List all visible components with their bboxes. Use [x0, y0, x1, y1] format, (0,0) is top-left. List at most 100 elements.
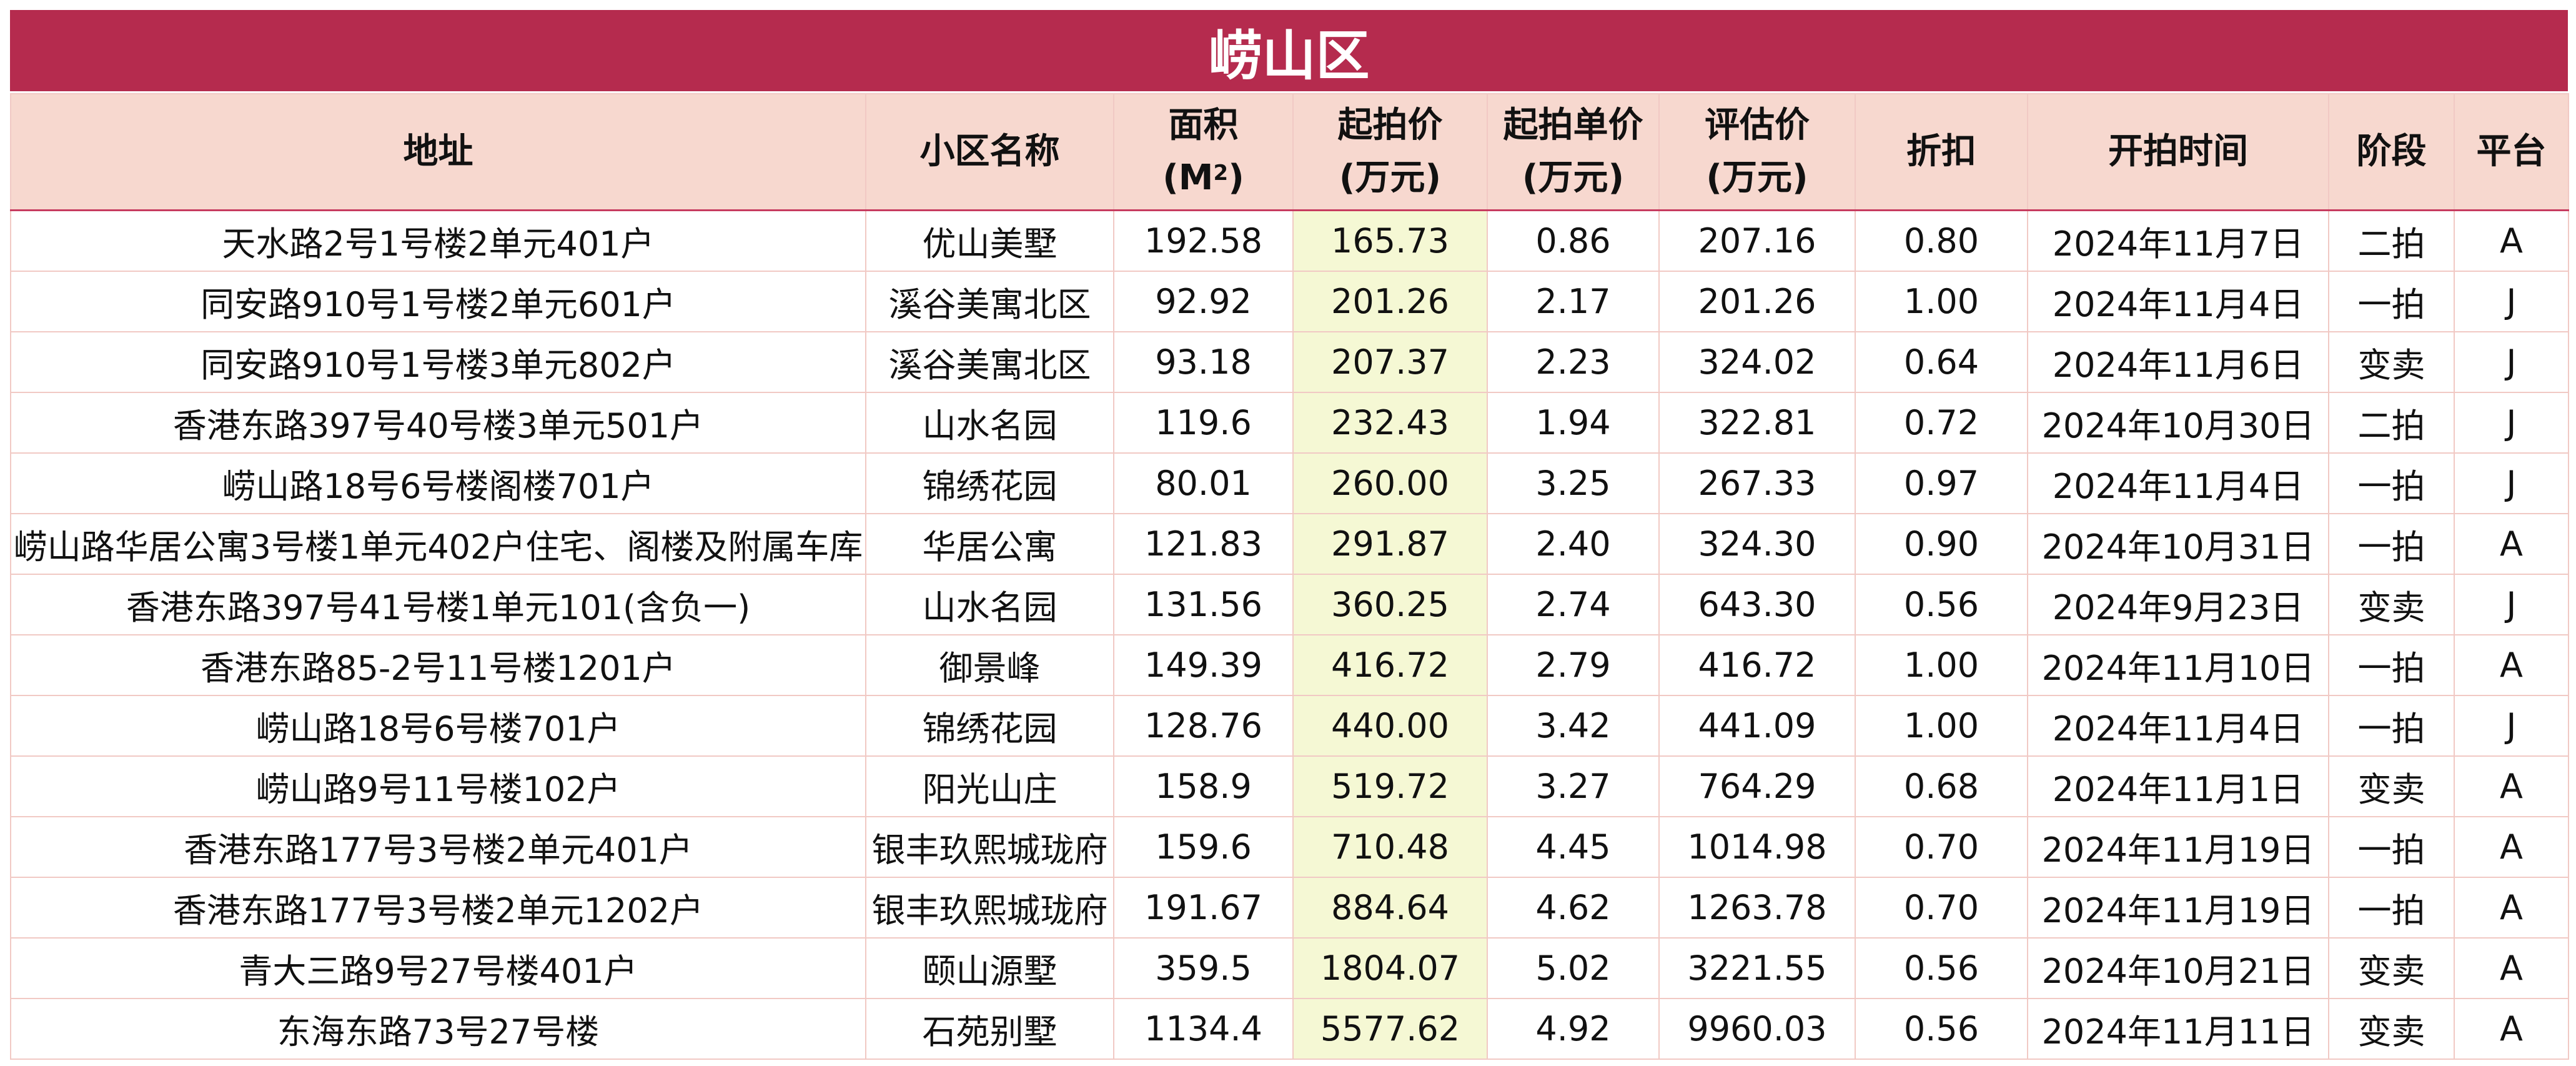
cell-community: 锦绣花园	[865, 695, 1114, 757]
cell-area: 1134.4	[1113, 998, 1294, 1060]
header-auction-time: 开拍时间	[2027, 93, 2329, 211]
cell-platform: A	[2454, 937, 2569, 999]
cell-auction-time: 2024年9月23日	[2027, 574, 2329, 635]
cell-unit-price: 1.94	[1487, 392, 1660, 454]
cell-platform: A	[2454, 209, 2569, 272]
cell-stage: 变卖	[2328, 755, 2455, 817]
cell-community: 溪谷美寓北区	[865, 331, 1114, 393]
cell-address: 崂山路华居公寓3号楼1单元402户住宅、阁楼及附属车库	[10, 513, 866, 575]
cell-community: 山水名园	[865, 392, 1114, 454]
cell-appraisal: 324.30	[1658, 513, 1856, 575]
cell-stage: 变卖	[2328, 998, 2455, 1060]
header-stage: 阶段	[2328, 93, 2455, 211]
cell-discount: 0.80	[1855, 209, 2028, 272]
cell-stage: 一拍	[2328, 816, 2455, 878]
cell-auction-time: 2024年11月4日	[2027, 452, 2329, 514]
cell-platform: A	[2454, 998, 2569, 1060]
cell-area: 121.83	[1113, 513, 1294, 575]
cell-address: 香港东路177号3号楼2单元401户	[10, 816, 866, 878]
table-row: 崂山路18号6号楼阁楼701户 锦绣花园 80.01 260.00 3.25 2…	[10, 452, 2569, 514]
cell-auction-time: 2024年10月21日	[2027, 937, 2329, 999]
cell-area: 128.76	[1113, 695, 1294, 757]
header-appraisal-label: 评估价	[1705, 105, 1810, 146]
cell-stage: 一拍	[2328, 877, 2455, 939]
auction-listing-sheet: 崂山区 地址 小区名称 面积 (M2) 起拍价	[10, 10, 2569, 1060]
cell-auction-time: 2024年11月1日	[2027, 755, 2329, 817]
cell-platform: A	[2454, 816, 2569, 878]
cell-platform: J	[2454, 271, 2569, 332]
header-area-unit-open: (M	[1162, 157, 1214, 198]
cell-start-price: 360.25	[1292, 574, 1488, 635]
table-row: 香港东路397号40号楼3单元501户 山水名园 119.6 232.43 1.…	[10, 392, 2569, 454]
table-row: 崂山路9号11号楼102户 阳光山庄 158.9 519.72 3.27 764…	[10, 755, 2569, 817]
cell-discount: 0.90	[1855, 513, 2028, 575]
cell-start-price: 232.43	[1292, 392, 1488, 454]
table-row: 同安路910号1号楼2单元601户 溪谷美寓北区 92.92 201.26 2.…	[10, 271, 2569, 332]
cell-address: 同安路910号1号楼3单元802户	[10, 331, 866, 393]
cell-address: 崂山路18号6号楼阁楼701户	[10, 452, 866, 514]
cell-discount: 1.00	[1855, 271, 2028, 332]
cell-community: 银丰玖熙城珑府	[865, 816, 1114, 878]
header-start-price: 起拍价 (万元)	[1292, 93, 1488, 211]
cell-platform: A	[2454, 877, 2569, 939]
cell-discount: 0.70	[1855, 816, 2028, 878]
cell-community: 溪谷美寓北区	[865, 271, 1114, 332]
table-row: 天水路2号1号楼2单元401户 优山美墅 192.58 165.73 0.86 …	[10, 209, 2569, 272]
cell-community: 山水名园	[865, 574, 1114, 635]
cell-stage: 一拍	[2328, 634, 2455, 696]
header-area-label: 面积	[1168, 105, 1239, 146]
cell-start-price: 519.72	[1292, 755, 1488, 817]
cell-community: 锦绣花园	[865, 452, 1114, 514]
cell-community: 石苑别墅	[865, 998, 1114, 1060]
district-title: 崂山区	[10, 10, 2568, 93]
cell-auction-time: 2024年11月10日	[2027, 634, 2329, 696]
cell-unit-price: 4.62	[1487, 877, 1660, 939]
cell-platform: A	[2454, 755, 2569, 817]
table-row: 东海东路73号27号楼 石苑别墅 1134.4 5577.62 4.92 996…	[10, 998, 2569, 1060]
header-start-price-label: 起拍价	[1337, 105, 1443, 146]
cell-discount: 0.64	[1855, 331, 2028, 393]
cell-appraisal: 207.16	[1658, 209, 1856, 272]
cell-auction-time: 2024年11月11日	[2027, 998, 2329, 1060]
cell-platform: J	[2454, 331, 2569, 393]
cell-area: 192.58	[1113, 209, 1294, 272]
cell-community: 华居公寓	[865, 513, 1114, 575]
cell-stage: 变卖	[2328, 331, 2455, 393]
cell-area: 92.92	[1113, 271, 1294, 332]
cell-stage: 变卖	[2328, 937, 2455, 999]
cell-area: 131.56	[1113, 574, 1294, 635]
table-row: 香港东路397号41号楼1单元101(含负一) 山水名园 131.56 360.…	[10, 574, 2569, 635]
cell-community: 颐山源墅	[865, 937, 1114, 999]
cell-discount: 1.00	[1855, 695, 2028, 757]
cell-platform: J	[2454, 452, 2569, 514]
cell-discount: 0.97	[1855, 452, 2028, 514]
cell-unit-price: 2.79	[1487, 634, 1660, 696]
table-row: 青大三路9号27号楼401户 颐山源墅 359.5 1804.07 5.02 3…	[10, 937, 2569, 999]
cell-start-price: 165.73	[1292, 209, 1488, 272]
cell-community: 御景峰	[865, 634, 1114, 696]
table-body: 天水路2号1号楼2单元401户 优山美墅 192.58 165.73 0.86 …	[10, 209, 2569, 1060]
cell-discount: 0.56	[1855, 574, 2028, 635]
cell-start-price: 291.87	[1292, 513, 1488, 575]
cell-appraisal: 441.09	[1658, 695, 1856, 757]
cell-unit-price: 5.02	[1487, 937, 1660, 999]
cell-community: 优山美墅	[865, 209, 1114, 272]
cell-stage: 变卖	[2328, 574, 2455, 635]
cell-unit-price: 3.42	[1487, 695, 1660, 757]
cell-appraisal: 1014.98	[1658, 816, 1856, 878]
cell-address: 崂山路9号11号楼102户	[10, 755, 866, 817]
header-community: 小区名称	[865, 93, 1114, 211]
header-appraisal: 评估价 (万元)	[1658, 93, 1856, 211]
cell-auction-time: 2024年11月7日	[2027, 209, 2329, 272]
cell-appraisal: 322.81	[1658, 392, 1856, 454]
cell-auction-time: 2024年11月19日	[2027, 816, 2329, 878]
header-unit-price-unit: (万元)	[1522, 157, 1625, 198]
header-area: 面积 (M2)	[1113, 93, 1294, 211]
cell-unit-price: 3.27	[1487, 755, 1660, 817]
header-unit-price: 起拍单价 (万元)	[1487, 93, 1660, 211]
cell-start-price: 5577.62	[1292, 998, 1488, 1060]
cell-stage: 一拍	[2328, 271, 2455, 332]
header-start-price-unit: (万元)	[1339, 157, 1442, 198]
cell-appraisal: 3221.55	[1658, 937, 1856, 999]
header-area-unit-sup: 2	[1213, 161, 1229, 186]
